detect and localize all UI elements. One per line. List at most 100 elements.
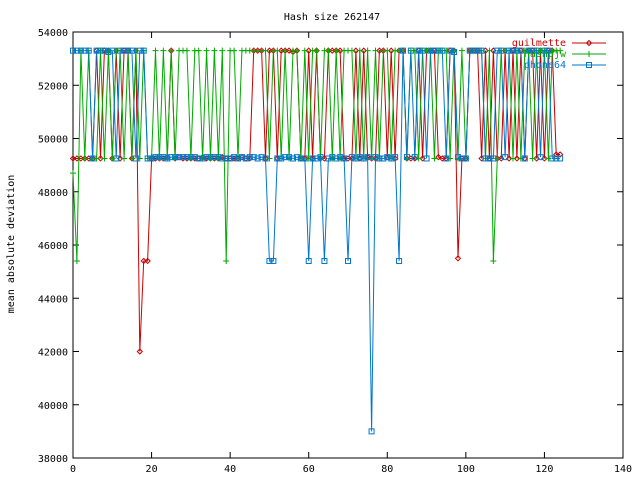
data-point-hashpjw: [211, 47, 218, 54]
data-point-phone64: [191, 154, 198, 161]
y-tick-label: 42000: [38, 348, 68, 359]
x-tick-label: 0: [70, 464, 76, 475]
data-point-hashpjw: [517, 155, 524, 162]
data-point-guilmette: [336, 47, 344, 54]
data-point-phone64: [388, 155, 395, 162]
data-point-phone64: [101, 47, 108, 54]
data-point-phone64: [557, 155, 564, 162]
y-tick-label: 46000: [38, 241, 68, 252]
data-point-phone64: [513, 47, 520, 54]
data-point-phone64: [148, 155, 155, 162]
data-point-phone64: [293, 154, 300, 161]
data-point-hashpjw: [93, 155, 100, 162]
data-point-phone64: [478, 47, 485, 54]
data-point-phone64: [262, 155, 269, 162]
data-point-guilmette: [144, 257, 151, 265]
data-point-phone64: [439, 47, 446, 54]
data-point-phone64: [443, 155, 450, 162]
data-point-phone64: [85, 47, 92, 54]
data-point-phone64: [470, 47, 477, 54]
data-point-hashpjw: [356, 47, 363, 54]
data-point-hashpjw: [109, 155, 116, 162]
data-point-hashpjw: [372, 47, 379, 54]
data-point-hashpjw: [136, 155, 143, 162]
data-point-phone64: [403, 154, 410, 161]
data-point-hashpjw: [132, 47, 139, 54]
data-point-phone64: [525, 47, 532, 54]
data-point-phone64: [223, 155, 230, 162]
data-point-hashpjw: [486, 47, 493, 54]
data-point-phone64: [348, 154, 355, 161]
data-point-phone64: [70, 47, 76, 54]
data-point-hashpjw: [262, 47, 269, 54]
data-point-phone64: [231, 154, 238, 161]
data-point-phone64: [521, 155, 528, 162]
data-point-phone64: [490, 155, 497, 162]
data-point-phone64: [207, 154, 214, 161]
data-point-hashpjw: [81, 155, 88, 162]
data-point-phone64: [545, 47, 552, 54]
data-point-phone64: [77, 47, 84, 54]
data-point-phone64: [183, 154, 190, 161]
data-point-guilmette: [136, 348, 143, 355]
data-point-phone64: [270, 257, 277, 264]
data-point-phone64: [419, 47, 426, 54]
data-point-hashpjw: [490, 257, 497, 264]
data-point-hashpjw: [203, 47, 210, 54]
x-tick-label: 60: [303, 464, 315, 475]
data-point-phone64: [427, 47, 434, 54]
plot-frame: [72, 31, 624, 459]
x-tick-label: 120: [535, 464, 553, 475]
data-point-guilmette: [435, 153, 442, 161]
data-point-phone64: [396, 257, 403, 264]
data-point-hashpjw: [223, 257, 230, 264]
data-point-phone64: [180, 154, 186, 161]
x-tick-label: 40: [224, 464, 236, 475]
data-point-guilmette: [454, 255, 462, 262]
data-point-guilmette: [513, 155, 521, 162]
data-point-phone64: [510, 47, 516, 54]
data-point-phone64: [113, 155, 120, 162]
y-tick-label: 52000: [38, 81, 68, 92]
data-point-hashpjw: [305, 155, 312, 162]
data-point-guilmette: [97, 155, 104, 162]
legend-marker-hashpjw: [586, 51, 592, 57]
data-point-phone64: [121, 47, 128, 54]
data-point-guilmette: [352, 47, 360, 54]
data-point-phone64: [211, 154, 218, 161]
data-point-phone64: [140, 47, 147, 54]
data-point-hashpjw: [160, 47, 167, 54]
data-point-hashpjw: [274, 47, 281, 54]
data-point-hashpjw: [152, 47, 159, 54]
data-point-phone64: [278, 155, 285, 162]
data-point-phone64: [431, 47, 438, 54]
legend-label-phone64: phone64: [524, 60, 566, 71]
data-point-phone64: [541, 47, 548, 54]
y-tick-label: 50000: [38, 135, 68, 146]
data-point-hashpjw: [348, 47, 355, 54]
data-point-phone64: [309, 155, 316, 162]
data-point-phone64: [380, 155, 387, 162]
data-point-phone64: [384, 154, 391, 161]
data-point-hashpjw: [231, 47, 238, 54]
series-layer: [69, 47, 564, 435]
data-point-phone64: [466, 47, 473, 54]
data-point-hashpjw: [121, 155, 128, 162]
data-point-phone64: [254, 155, 261, 162]
data-point-phone64: [172, 154, 179, 161]
series-line-guilmette: [73, 49, 561, 352]
x-tick-label: 20: [146, 464, 158, 475]
data-point-phone64: [109, 47, 116, 54]
data-point-phone64: [502, 154, 509, 161]
legend-marker-guilmette: [585, 39, 593, 47]
data-point-phone64: [498, 47, 505, 54]
data-point-phone64: [187, 154, 194, 161]
data-point-hashpjw: [557, 47, 564, 54]
data-point-hashpjw: [447, 155, 454, 162]
data-point-phone64: [337, 154, 344, 161]
data-point-hashpjw: [431, 155, 438, 162]
data-point-phone64: [160, 154, 167, 161]
data-point-phone64: [290, 155, 296, 162]
